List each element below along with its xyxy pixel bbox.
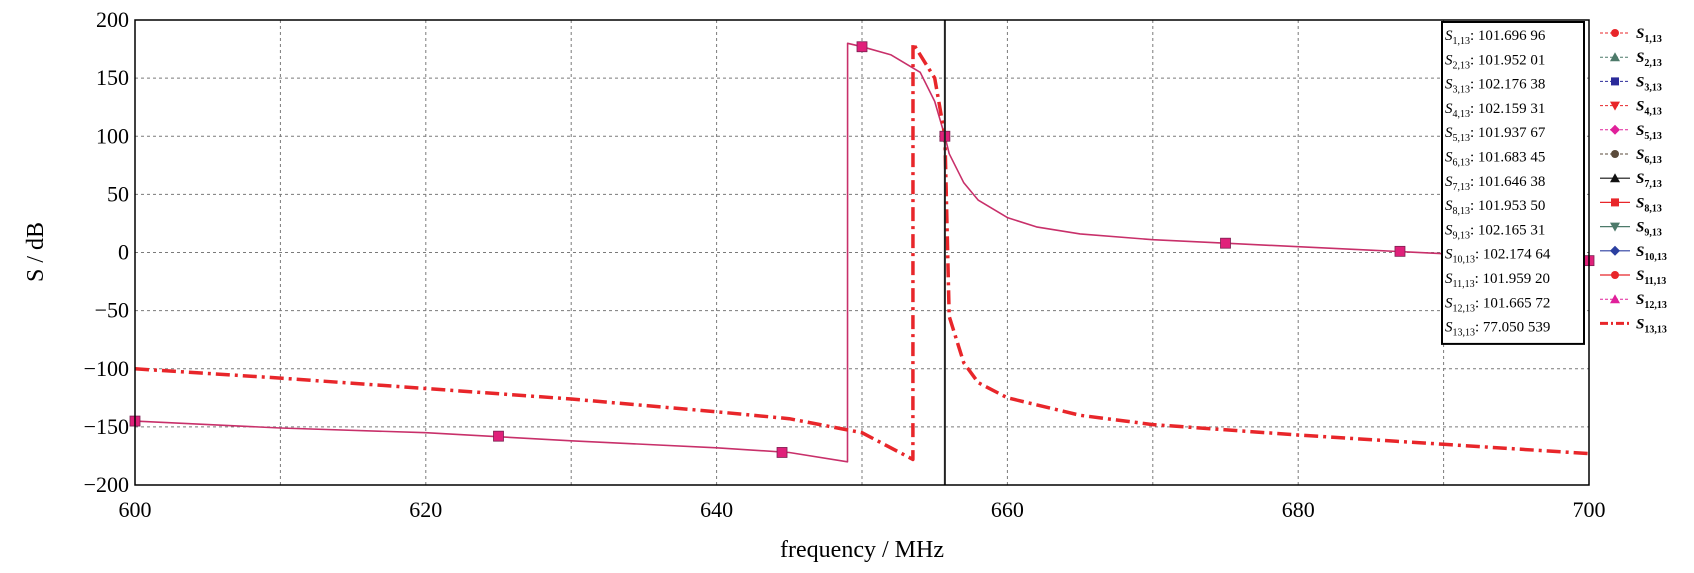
legend-label: S8,13 [1636,195,1662,214]
series-layer [134,41,1590,463]
legend-entry[interactable]: S8,13 [1600,195,1662,214]
readout-line: S8,13: 101.953 50 [1445,198,1545,217]
legend-entry[interactable]: S1,13 [1600,26,1662,45]
readout-line: S4,13: 102.159 31 [1445,101,1545,120]
x-tick-label: 600 [119,497,152,522]
legend-marker [1611,198,1619,207]
legend-marker [1610,101,1620,111]
readout-line: S10,13: 102.174 64 [1445,247,1551,266]
readout-line: S1,13: 101.696 96 [1445,28,1546,47]
legend-entry[interactable]: S11,13 [1600,268,1666,287]
tick-labels: 600 620 640 660 680 700 200 150 100 50 0 −50 −100 −15… [84,7,1606,522]
x-tick-label: 680 [1282,497,1315,522]
legend-marker [1611,77,1619,86]
legend-entry[interactable]: S13,13 [1600,316,1667,335]
x-tick-label: 640 [700,497,733,522]
readout-frame [1441,21,1585,345]
readout-line: S12,13: 101.665 72 [1445,295,1550,314]
y-tick-label: −150 [84,414,129,439]
cursor-readout-box: S1,13: 101.696 96 S2,13: 101.952 01 S3,13:… [1441,21,1585,345]
legend-label: S10,13 [1636,244,1667,263]
legend-label: S3,13 [1636,74,1662,93]
legend-label: S1,13 [1636,26,1662,45]
legend-marker [1610,222,1620,232]
legend-entry[interactable]: S12,13 [1600,292,1667,311]
legend-entry[interactable]: S9,13 [1600,220,1662,239]
y-tick-label: 100 [96,123,129,148]
readout-line: S9,13: 102.165 31 [1445,222,1545,241]
y-tick-label: 200 [96,7,129,32]
data-point-marker [856,41,868,53]
legend-marker [1611,271,1619,279]
series-line [134,42,1590,463]
x-tick-label: 620 [409,497,442,522]
readout-line: S3,13: 102.176 38 [1445,77,1545,96]
data-point-marker [1394,245,1406,257]
readout-line: S11,13: 101.959 20 [1445,271,1550,290]
legend-marker [1611,150,1619,158]
series-line [134,41,1590,462]
legend-marker [1610,245,1620,256]
legend-label: S2,13 [1636,50,1662,69]
legend-label: S4,13 [1636,99,1662,118]
readout-line: S6,13: 101.683 45 [1445,150,1545,169]
legend: S1,13 S2,13 S3,13 S4,13 S5,13 S6,13 S7,13 S8,13… [1600,26,1667,335]
x-tick-label: 700 [1573,497,1606,522]
y-axis-label: S / dB [23,222,49,282]
plot-frame [134,19,1590,486]
legend-entry[interactable]: S5,13 [1600,123,1662,142]
legend-marker [1610,294,1620,304]
y-tick-label: 150 [96,65,129,90]
x-axis-label: frequency / MHz [780,537,944,563]
legend-entry[interactable]: S2,13 [1600,50,1662,69]
legend-label: S12,13 [1636,292,1667,311]
readout-line: S13,13: 77.050 539 [1445,320,1550,339]
legend-entry[interactable]: S6,13 [1600,147,1662,166]
y-tick-label: −50 [95,298,129,323]
legend-entry[interactable]: S3,13 [1600,74,1662,93]
legend-label: S11,13 [1636,268,1666,287]
readout-line: S5,13: 101.937 67 [1445,125,1546,144]
legend-marker [1610,173,1620,183]
legend-marker [1610,52,1620,62]
y-tick-label: 50 [107,181,129,206]
readout-line: S7,13: 101.646 38 [1445,174,1545,193]
data-point-marker [493,430,504,442]
grid-lines [135,20,1589,485]
legend-marker [1610,124,1620,135]
legend-label: S13,13 [1636,316,1667,335]
y-tick-label: 0 [118,240,129,265]
data-point-marker [1220,237,1231,249]
readout-line: S2,13: 101.952 01 [1445,52,1545,71]
x-tick-label: 660 [991,497,1024,522]
legend-marker [1611,29,1619,37]
legend-label: S6,13 [1636,147,1662,166]
legend-entry[interactable]: S7,13 [1600,171,1662,190]
legend-entry[interactable]: S4,13 [1600,99,1662,118]
y-tick-label: −200 [84,472,129,497]
legend-label: S5,13 [1636,123,1662,142]
legend-label: S7,13 [1636,171,1662,190]
y-tick-label: −100 [84,356,129,381]
legend-label: S9,13 [1636,220,1662,239]
data-point-marker [776,447,788,458]
legend-entry[interactable]: S10,13 [1600,244,1667,263]
